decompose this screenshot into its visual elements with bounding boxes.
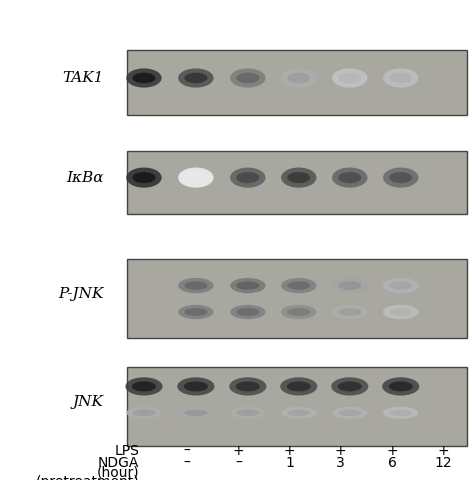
Text: 12: 12 xyxy=(435,456,453,470)
Text: TAK1: TAK1 xyxy=(62,71,104,85)
Ellipse shape xyxy=(126,377,162,396)
Ellipse shape xyxy=(287,73,310,84)
Ellipse shape xyxy=(338,281,361,290)
Ellipse shape xyxy=(281,168,316,188)
Ellipse shape xyxy=(230,68,265,88)
Ellipse shape xyxy=(332,68,367,88)
Text: +: + xyxy=(335,444,346,458)
Ellipse shape xyxy=(236,382,260,391)
Ellipse shape xyxy=(280,377,317,396)
Text: (hour): (hour) xyxy=(97,466,139,480)
Ellipse shape xyxy=(185,73,207,84)
Ellipse shape xyxy=(389,409,412,416)
Text: IκBα: IκBα xyxy=(67,170,104,185)
Ellipse shape xyxy=(331,377,368,396)
Ellipse shape xyxy=(185,409,207,416)
Ellipse shape xyxy=(133,73,155,84)
Ellipse shape xyxy=(229,377,266,396)
Text: –: – xyxy=(183,456,190,470)
Text: NDGA: NDGA xyxy=(98,456,139,470)
Ellipse shape xyxy=(132,382,156,391)
Ellipse shape xyxy=(281,68,316,88)
Text: –: – xyxy=(235,456,242,470)
Ellipse shape xyxy=(236,308,259,316)
Ellipse shape xyxy=(178,305,213,319)
Text: 6: 6 xyxy=(388,456,397,470)
Ellipse shape xyxy=(389,308,412,316)
Ellipse shape xyxy=(383,407,418,419)
Ellipse shape xyxy=(185,172,207,183)
Ellipse shape xyxy=(178,407,213,419)
Ellipse shape xyxy=(389,281,412,290)
FancyBboxPatch shape xyxy=(127,50,467,115)
Ellipse shape xyxy=(178,278,213,293)
Ellipse shape xyxy=(281,305,316,319)
Ellipse shape xyxy=(230,407,265,419)
Ellipse shape xyxy=(184,382,208,391)
Ellipse shape xyxy=(236,73,259,84)
Ellipse shape xyxy=(287,409,310,416)
Text: +: + xyxy=(233,444,244,458)
Text: P-JNK: P-JNK xyxy=(59,287,104,301)
Ellipse shape xyxy=(338,409,361,416)
Ellipse shape xyxy=(126,68,161,88)
Text: 1: 1 xyxy=(286,456,294,470)
Text: +: + xyxy=(438,444,449,458)
Ellipse shape xyxy=(338,172,361,183)
Ellipse shape xyxy=(287,281,310,290)
Ellipse shape xyxy=(383,68,418,88)
Text: JNK: JNK xyxy=(73,395,104,409)
Text: +: + xyxy=(284,444,295,458)
FancyBboxPatch shape xyxy=(127,259,467,338)
Ellipse shape xyxy=(230,305,265,319)
Ellipse shape xyxy=(126,407,161,419)
Ellipse shape xyxy=(389,73,412,84)
Ellipse shape xyxy=(332,168,367,188)
Ellipse shape xyxy=(185,281,207,290)
Ellipse shape xyxy=(287,172,310,183)
Ellipse shape xyxy=(178,168,213,188)
Ellipse shape xyxy=(287,308,310,316)
Text: LPS: LPS xyxy=(114,444,139,458)
Ellipse shape xyxy=(177,377,214,396)
Ellipse shape xyxy=(185,308,207,316)
Ellipse shape xyxy=(388,382,413,391)
Ellipse shape xyxy=(332,407,367,419)
Text: 3: 3 xyxy=(337,456,345,470)
Ellipse shape xyxy=(281,407,316,419)
Ellipse shape xyxy=(382,377,419,396)
Ellipse shape xyxy=(126,168,161,188)
Ellipse shape xyxy=(230,168,265,188)
Ellipse shape xyxy=(236,172,259,183)
FancyBboxPatch shape xyxy=(127,151,467,214)
Ellipse shape xyxy=(383,278,418,293)
Ellipse shape xyxy=(338,73,361,84)
Ellipse shape xyxy=(178,68,213,88)
Text: +: + xyxy=(387,444,398,458)
Ellipse shape xyxy=(287,382,311,391)
Ellipse shape xyxy=(332,278,367,293)
Ellipse shape xyxy=(332,305,367,319)
Ellipse shape xyxy=(389,172,412,183)
Ellipse shape xyxy=(133,409,155,416)
Ellipse shape xyxy=(236,281,259,290)
Ellipse shape xyxy=(337,382,362,391)
Ellipse shape xyxy=(383,168,418,188)
FancyBboxPatch shape xyxy=(127,367,467,446)
Text: (pretreatment): (pretreatment) xyxy=(35,475,139,480)
Ellipse shape xyxy=(281,278,316,293)
Ellipse shape xyxy=(338,308,361,316)
Ellipse shape xyxy=(133,172,155,183)
Ellipse shape xyxy=(383,305,418,319)
Text: –: – xyxy=(183,444,190,458)
Ellipse shape xyxy=(236,409,259,416)
Ellipse shape xyxy=(230,278,265,293)
